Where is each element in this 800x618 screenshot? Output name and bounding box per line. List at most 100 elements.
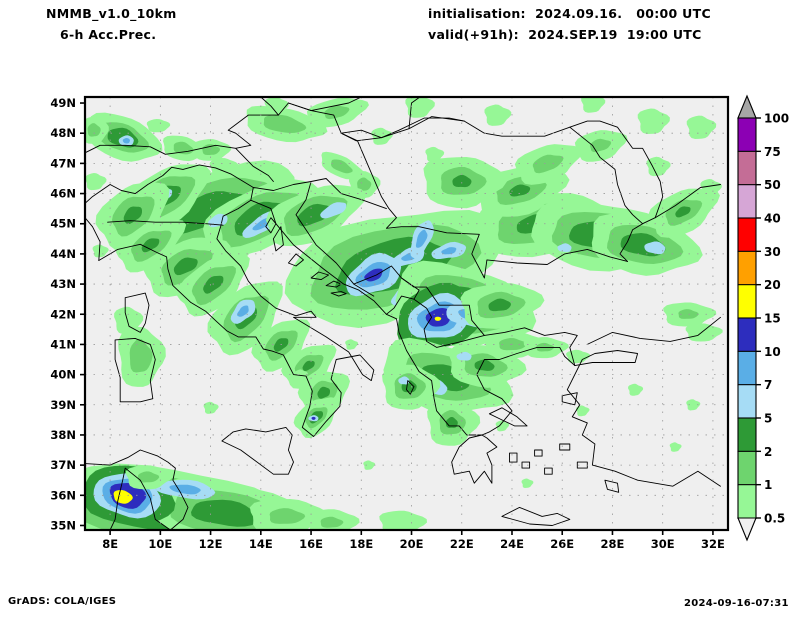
latitude-tick-label: 41N xyxy=(50,337,76,351)
coastline-path xyxy=(114,337,156,403)
latitude-tick-label: 48N xyxy=(50,126,76,140)
precip-contour-band xyxy=(675,206,691,218)
coastline-path xyxy=(310,271,330,281)
precip-contour-band xyxy=(263,114,307,133)
coastline-path xyxy=(85,164,254,261)
coastline-path xyxy=(353,265,420,315)
precip-contour-band xyxy=(146,119,171,133)
precip-contour-band xyxy=(646,156,671,177)
precip-contour-band xyxy=(441,247,457,255)
latitude-tick-label: 44N xyxy=(50,247,76,261)
precip-contour-band xyxy=(415,229,428,248)
colorbar-tick-label: 20 xyxy=(764,278,781,292)
colorbar-tick-label: 40 xyxy=(764,212,781,226)
colorbar-band xyxy=(737,284,757,319)
latitude-tick-label: 37N xyxy=(50,458,76,472)
precip-contour-band xyxy=(371,127,393,145)
precip-contour-band xyxy=(398,376,410,385)
colorbar-band xyxy=(737,450,757,486)
longitude-tick-label: 24E xyxy=(500,537,524,551)
coastline-path xyxy=(561,392,578,406)
precip-contour-band xyxy=(434,316,442,321)
precip-contour-band xyxy=(233,247,250,261)
coastline-path xyxy=(488,407,528,427)
latitude-tick-label: 46N xyxy=(50,187,76,201)
precip-contour-band xyxy=(590,138,612,153)
valid-time-label: valid(+91h): 2024.SEP.19 19:00 UTC xyxy=(428,27,702,42)
precip-contour-band xyxy=(85,173,107,191)
precip-contour-band xyxy=(148,269,163,281)
coastline-path xyxy=(544,467,553,475)
precip-contour-band xyxy=(425,146,445,162)
precip-contour-band xyxy=(191,499,263,527)
coastline-path xyxy=(566,350,721,487)
colorbar-band xyxy=(737,217,757,253)
longitude-tick-label: 28E xyxy=(601,537,625,551)
coastline-path xyxy=(107,220,224,226)
coastline-path xyxy=(586,316,721,345)
colorbar-tick-label: 2 xyxy=(764,445,772,459)
coastline-path xyxy=(98,199,375,437)
precip-contour-band xyxy=(92,244,109,258)
map-axes: 49N 48N 47N 46N 45N 44N 43N 42N 41N 40N 39N 38N 37N 3… xyxy=(50,95,730,551)
colorbar-tick-label: 50 xyxy=(764,178,781,192)
precip-contour-band xyxy=(644,241,666,255)
precip-contour-band xyxy=(114,306,144,334)
field-name-label: 6-h Acc.Prec. xyxy=(60,27,157,42)
latitude-tick-label: 45N xyxy=(50,217,76,231)
coastline-path xyxy=(109,467,171,530)
colorbar-band xyxy=(737,350,757,386)
latitude-tick-label: 39N xyxy=(50,398,76,412)
coastline-path xyxy=(265,217,277,234)
colorbar-band xyxy=(737,317,757,353)
precip-contour-band xyxy=(581,97,606,113)
coastline-path xyxy=(85,102,485,219)
coastline-path xyxy=(235,147,274,182)
precip-contour-band xyxy=(345,339,359,350)
coastline-path xyxy=(501,506,571,526)
latitude-tick-label: 36N xyxy=(50,488,76,502)
coastline-path xyxy=(287,97,363,112)
colorbar-band xyxy=(737,384,757,419)
precip-contour-band xyxy=(203,275,224,294)
precip-contour-band xyxy=(123,206,142,225)
coastline-path xyxy=(295,181,375,297)
coastline-path xyxy=(569,126,644,225)
colorbar-tick-label: 100 xyxy=(764,112,789,126)
coastline-path xyxy=(534,449,543,457)
precip-contour-band xyxy=(521,478,534,488)
precip-contour-band xyxy=(456,351,472,361)
colorbar-under-arrow xyxy=(737,517,757,542)
coastline-path xyxy=(340,132,628,279)
colorbar-band xyxy=(737,250,757,286)
coastline-path xyxy=(509,452,518,463)
precip-contour-band xyxy=(686,399,701,411)
longitude-tick-label: 32E xyxy=(701,537,725,551)
coastline-path xyxy=(260,97,279,116)
latitude-tick-label: 42N xyxy=(50,307,76,321)
precip-contour-band xyxy=(628,383,644,396)
coastline-path xyxy=(559,443,571,451)
coastline-path xyxy=(483,327,578,367)
precip-contour-band xyxy=(324,105,350,120)
coastline-path xyxy=(252,178,387,210)
colorbar-tick-label: 1 xyxy=(764,478,772,492)
longitude-tick-label: 12E xyxy=(199,537,223,551)
longitude-tick-label: 8E xyxy=(102,537,118,551)
colorbar-tick-label: 10 xyxy=(764,345,781,359)
precip-contour-band xyxy=(499,338,528,351)
longitude-tick-label: 16E xyxy=(299,537,323,551)
latitude-tick-label: 40N xyxy=(50,368,76,382)
precip-contour-band xyxy=(700,179,722,197)
precip-contour-band xyxy=(297,203,331,227)
colorbar-tick-label: 7 xyxy=(764,378,772,392)
longitude-tick-label: 20E xyxy=(400,537,424,551)
precip-contour-band xyxy=(273,338,289,352)
precip-contour-band xyxy=(302,360,315,371)
coastline-path xyxy=(408,97,421,130)
render-timestamp-label: 2024-09-16-07:31 xyxy=(684,598,789,609)
precip-contour-band xyxy=(637,108,670,134)
coastline-path xyxy=(124,292,150,333)
